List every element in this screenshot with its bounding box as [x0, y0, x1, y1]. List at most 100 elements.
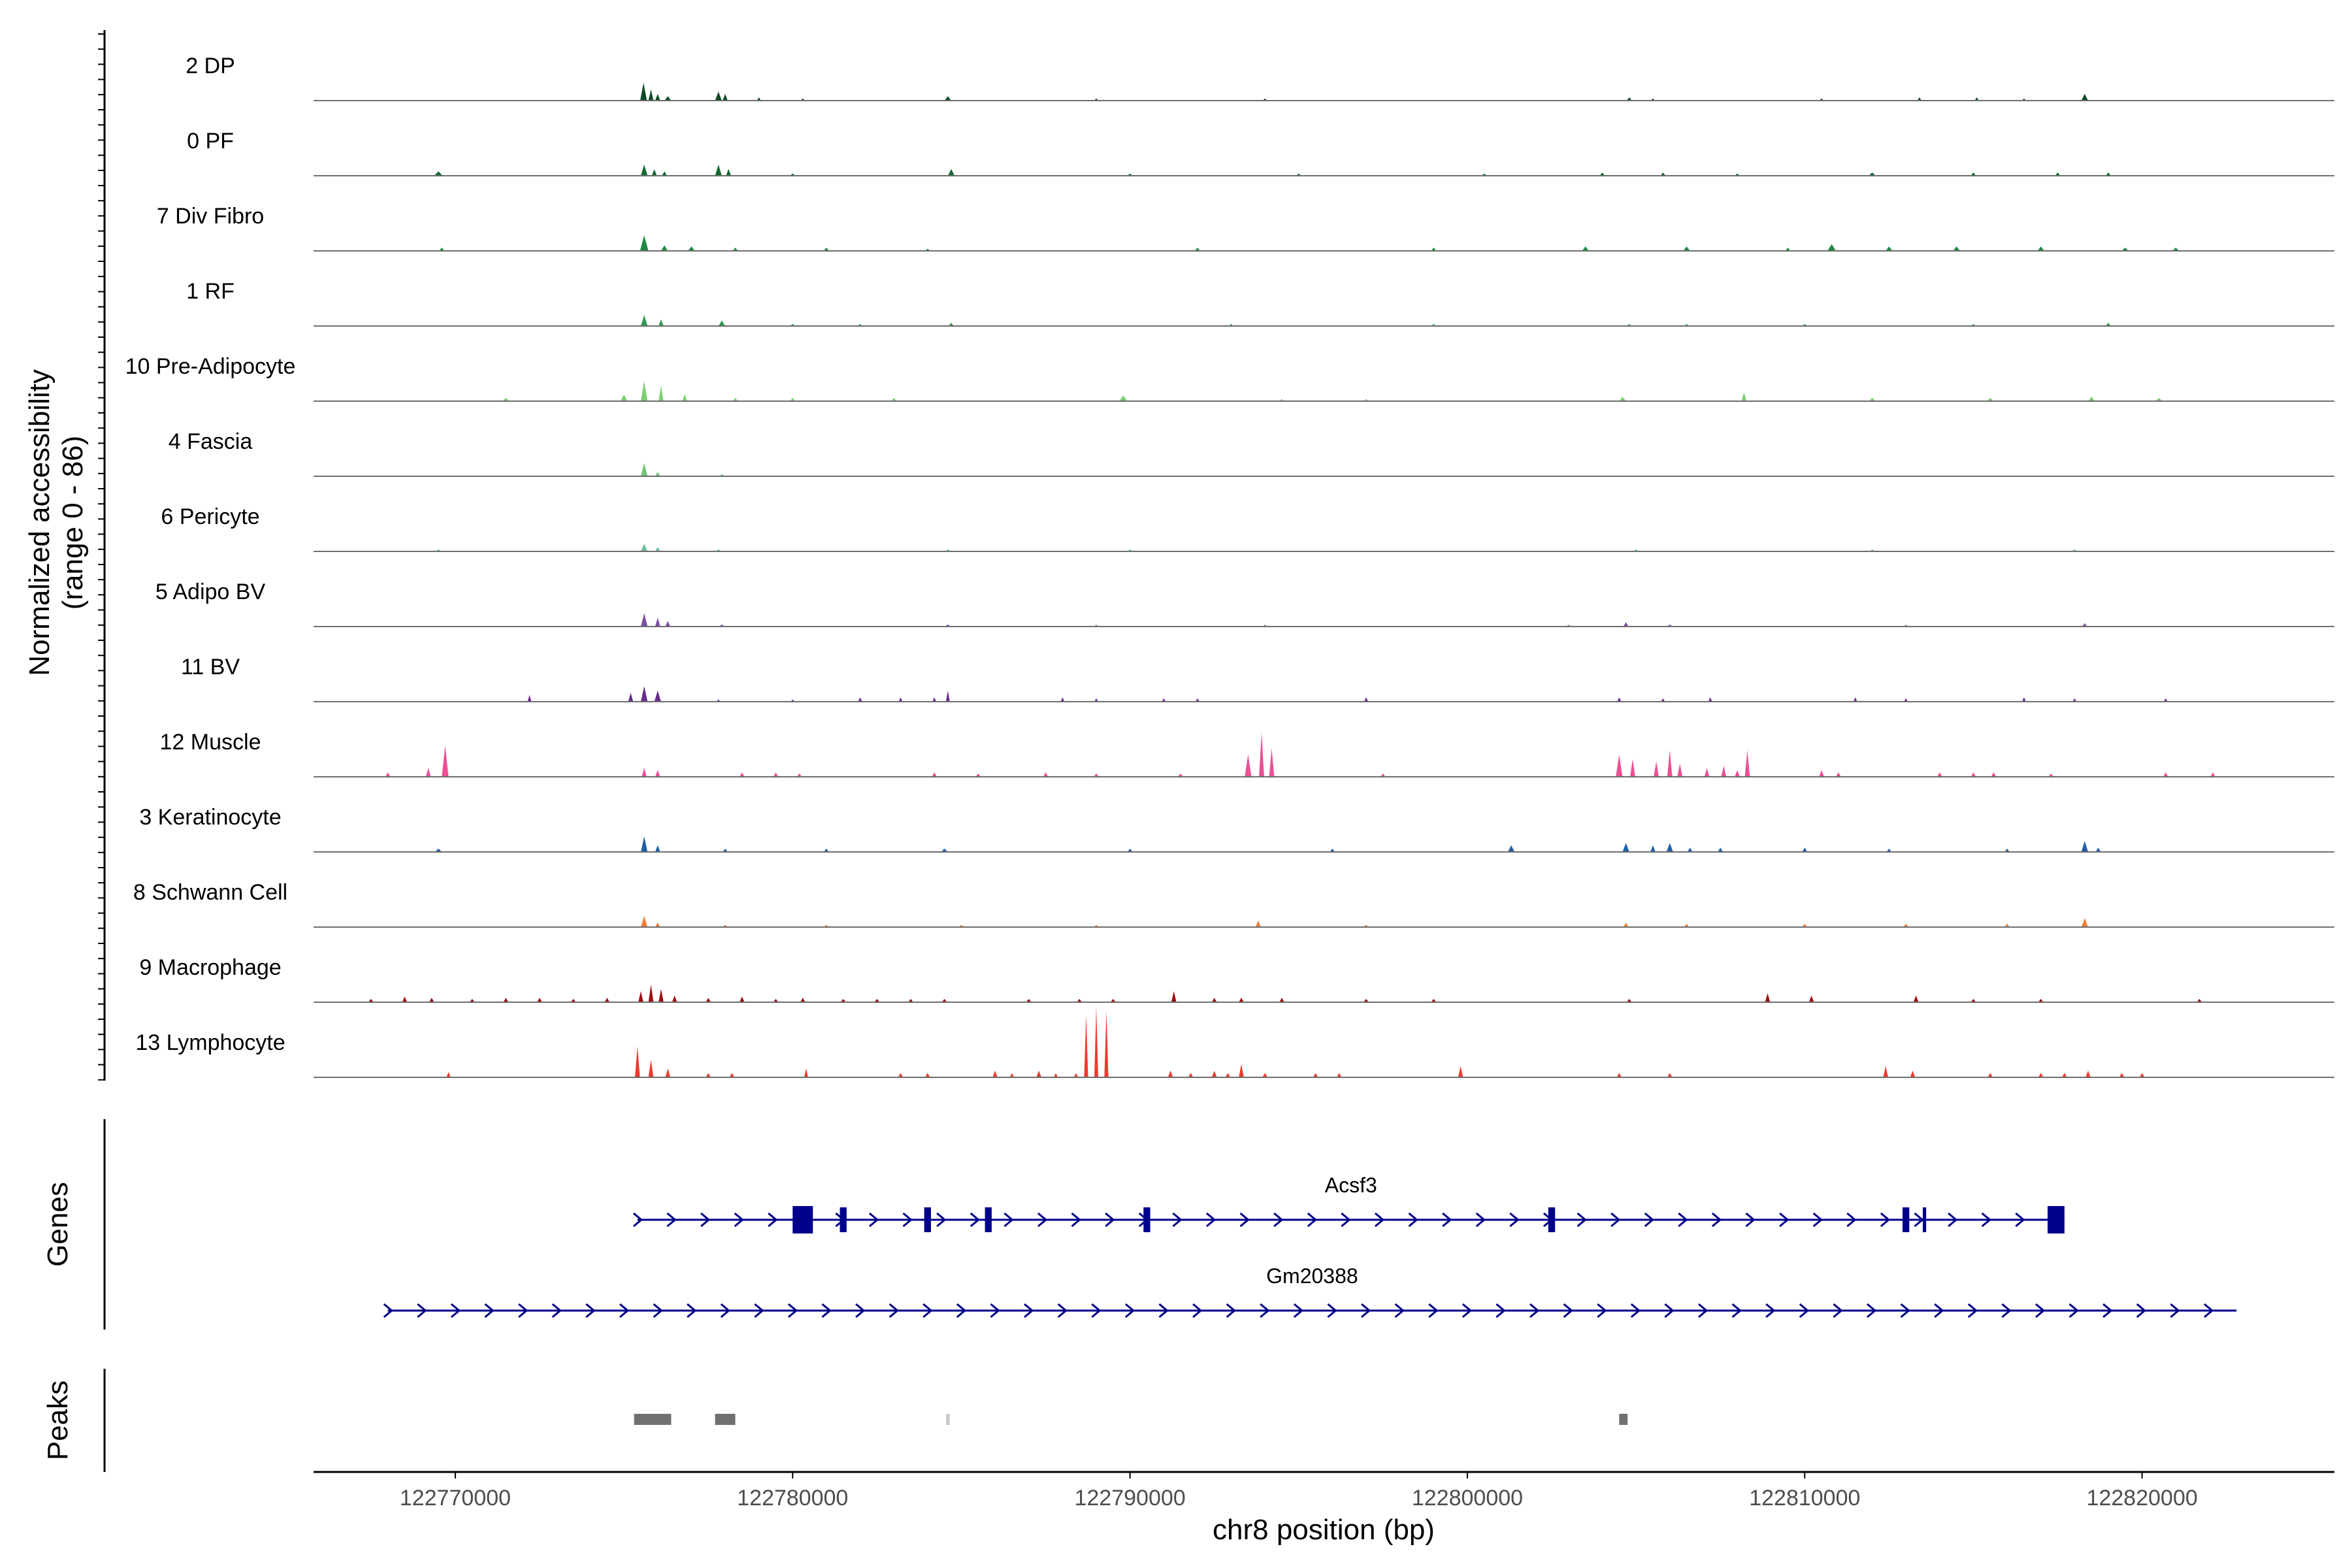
peak-region [634, 1414, 672, 1425]
coverage-peak [823, 247, 829, 251]
strand-arrow-icon [1037, 1212, 1048, 1228]
coverage-peak [385, 772, 391, 777]
coverage-peak [640, 686, 648, 702]
coverage-peak [1623, 622, 1629, 627]
track-label: 8 Schwann Cell [133, 880, 287, 905]
coverage-peak [1886, 848, 1892, 852]
coverage-peak [2085, 1070, 2091, 1077]
coverage-peak [665, 621, 671, 627]
coverage-peak [2004, 848, 2010, 852]
coverage-peak [2037, 246, 2044, 251]
coverage-peak [1255, 920, 1261, 927]
y-axis-range: (range 0 - 86) [57, 436, 89, 610]
strand-arrow-icon [585, 1303, 596, 1318]
coverage-peak [1336, 1073, 1342, 1077]
coverage-peak [823, 848, 829, 852]
coverage-peak [1239, 1064, 1244, 1077]
strand-arrow-icon [1630, 1303, 1641, 1318]
coverage-peak [1883, 1066, 1889, 1077]
strand-arrow-icon [855, 1303, 866, 1318]
strand-arrow-icon [1731, 1303, 1742, 1318]
coverage-peak [1053, 1073, 1058, 1077]
coverage-peak [2048, 773, 2054, 777]
strand-arrow-icon [1205, 1212, 1217, 1228]
coverage-peak [898, 1073, 904, 1077]
gene-label: Acsf3 [1325, 1173, 1377, 1197]
track-label: 9 Macrophage [139, 955, 281, 980]
coverage-peak [944, 96, 951, 101]
coverage-peak [1616, 755, 1623, 777]
coverage-peak [1178, 773, 1183, 777]
coverage-peak [503, 998, 509, 1002]
coverage-peak [2081, 841, 2089, 852]
strand-arrow-icon [1462, 1303, 1473, 1318]
coverage-peak [1677, 763, 1683, 777]
coverage-peak [992, 1070, 998, 1077]
coverage-peak [1211, 1070, 1217, 1077]
coverage-peak [1171, 991, 1177, 1002]
gene-annotations: Acsf3 Gm20388 [383, 1173, 2237, 1318]
coverage-peak [2106, 322, 2111, 326]
track-label: 10 Pre-Adipocyte [125, 354, 296, 379]
strand-arrow-icon [551, 1303, 562, 1318]
coverage-peak [2197, 998, 2202, 1002]
coverage-peak [1119, 395, 1128, 401]
genes-label: Genes [42, 1182, 74, 1267]
coverage-peak [661, 245, 668, 251]
x-axis-ticks: 122770000 122780000 122790000 122800000 1228… [400, 1472, 2198, 1511]
track-label: 5 Adipo BV [155, 580, 266, 604]
coverage-peak [1077, 998, 1083, 1002]
strand-arrow-icon [1967, 1303, 1978, 1318]
coverage-peak [442, 745, 449, 777]
coverage-peak [640, 315, 648, 326]
coverage-peak [642, 768, 647, 777]
strand-arrow-icon [956, 1303, 967, 1318]
coverage-tracks: 2 DP 0 PF 7 Div Fibro 1 RF 10 Pre-Adipocyte 4… [125, 54, 2334, 1078]
coverage-peak [1009, 1073, 1014, 1077]
coverage-peak [2004, 923, 2010, 927]
track-6-pericyte: 6 Pericyte [161, 504, 2334, 552]
coverage-peak [1667, 1073, 1673, 1077]
coverage-peak [1380, 773, 1386, 777]
coverage-peak [620, 394, 628, 401]
strand-arrow-icon [923, 1303, 933, 1318]
coverage-peak [1194, 247, 1200, 251]
coverage-peak [1211, 998, 1217, 1002]
coverage-peak [655, 845, 661, 852]
coverage-peak [1623, 923, 1629, 927]
coverage-peak [1582, 246, 1589, 251]
coverage-peak [1458, 1066, 1463, 1077]
x-tick-label: 122800000 [1412, 1486, 1523, 1511]
coverage-peak [773, 772, 779, 777]
coverage-peak [1650, 845, 1656, 852]
track-label: 7 Div Fibro [157, 204, 264, 229]
strand-arrow-icon [1226, 1303, 1236, 1318]
strand-arrow-icon [700, 1212, 711, 1228]
coverage-peak [665, 1068, 671, 1077]
coverage-peak [537, 998, 542, 1002]
x-tick-label: 122810000 [1749, 1486, 1860, 1511]
strand-arrow-icon [990, 1303, 1000, 1318]
strand-arrow-icon [1260, 1303, 1270, 1318]
strand-arrow-icon [1361, 1303, 1371, 1318]
strand-arrow-icon [1273, 1212, 1284, 1228]
strand-arrow-icon [1698, 1303, 1708, 1318]
coverage-peak [757, 97, 761, 101]
coverage-peak [1970, 772, 1976, 777]
peak-region [946, 1414, 950, 1425]
coverage-peak [1718, 847, 1723, 852]
coverage-peak [1660, 172, 1666, 176]
strand-arrow-icon [1057, 1303, 1068, 1318]
strand-arrow-icon [1172, 1212, 1183, 1228]
coverage-peak [1060, 697, 1065, 702]
coverage-peak [858, 697, 862, 702]
strand-arrow-icon [1293, 1303, 1304, 1318]
coverage-peak [1094, 698, 1098, 702]
coverage-peak [1741, 392, 1747, 401]
coverage-peak [718, 320, 725, 326]
coverage-peak [1970, 172, 1976, 176]
strand-arrow-icon [902, 1212, 913, 1228]
strand-arrow-icon [1327, 1303, 1337, 1318]
strand-arrow-icon [1745, 1212, 1756, 1228]
coverage-peak [1162, 698, 1166, 702]
